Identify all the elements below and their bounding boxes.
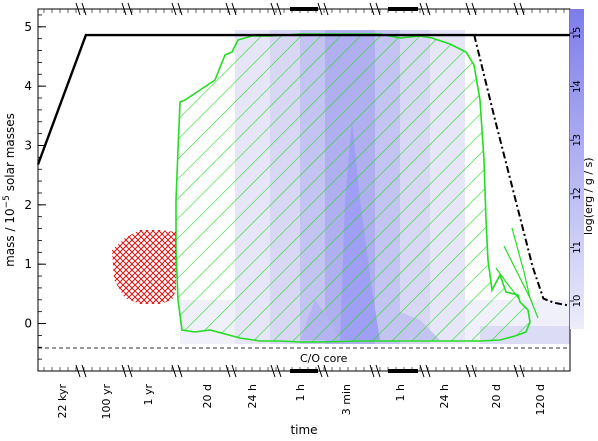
y-tick-label: 3	[24, 138, 32, 152]
y-axis-label-exponent: −5	[2, 195, 12, 208]
total-mass-line	[36, 33, 570, 165]
colorbar-ticks: 10 11 12 13 14 15	[570, 27, 583, 308]
axis-breaks	[43, 2, 565, 378]
y-tick-label: 5	[24, 20, 32, 34]
y-tick-label: 4	[24, 79, 32, 93]
colorbar-tick-label: 10	[572, 295, 583, 308]
colorbar: 10 11 12 13 14 15 log(erg / g / s)	[570, 9, 595, 329]
colorbar-tick-label: 15	[572, 27, 583, 40]
x-tick-label: 1 yr	[142, 384, 155, 406]
x-tick-label: 20 d	[201, 384, 214, 408]
red-hatched-region	[112, 230, 176, 304]
colorbar-label: log(erg / g / s)	[582, 157, 595, 235]
y-axis-label-units: solar masses	[3, 113, 17, 191]
colorbar-tick-label: 14	[572, 80, 583, 93]
x-tick-label: 24 h	[438, 384, 451, 408]
x-tick-label: 120 d	[534, 384, 547, 415]
y-tick-label: 0	[24, 317, 32, 331]
x-tick-label: 20 d	[490, 384, 503, 408]
colorbar-tick-label: 12	[572, 187, 583, 200]
y-tick-label: 1	[24, 257, 32, 271]
convective-tail	[495, 227, 539, 319]
x-tick-labels: 22 kyr 100 yr 1 yr 20 d 24 h 1 h 3 min 1 h 24 h 2…	[56, 384, 547, 420]
y-axis: 0 1 2 3 4 5	[24, 14, 46, 372]
y-axis-label-main: mass / 10	[3, 208, 17, 267]
x-tick-label: 24 h	[246, 384, 259, 408]
axis-break-mark	[317, 364, 329, 378]
x-axis-label: time	[290, 423, 317, 437]
x-tick-label: 22 kyr	[56, 384, 69, 419]
convective-region	[175, 33, 531, 343]
axis-break-mark	[270, 364, 282, 378]
x-tick-label: 1 h	[394, 384, 407, 401]
x-tick-label: 1 h	[294, 384, 307, 401]
x-tick-label: 3 min	[340, 384, 353, 415]
colorbar-strip	[570, 9, 584, 329]
y-tick-label: 2	[24, 198, 32, 212]
axis-break-mark	[270, 2, 282, 16]
x-tick-label: 100 yr	[100, 384, 113, 420]
y-axis-label: mass / 10−5 solar masses	[2, 113, 17, 267]
colorbar-tick-label: 11	[572, 241, 583, 254]
colorbar-tick-label: 13	[572, 134, 583, 147]
axis-break-mark	[317, 2, 329, 16]
core-label: C/O core	[300, 352, 348, 365]
